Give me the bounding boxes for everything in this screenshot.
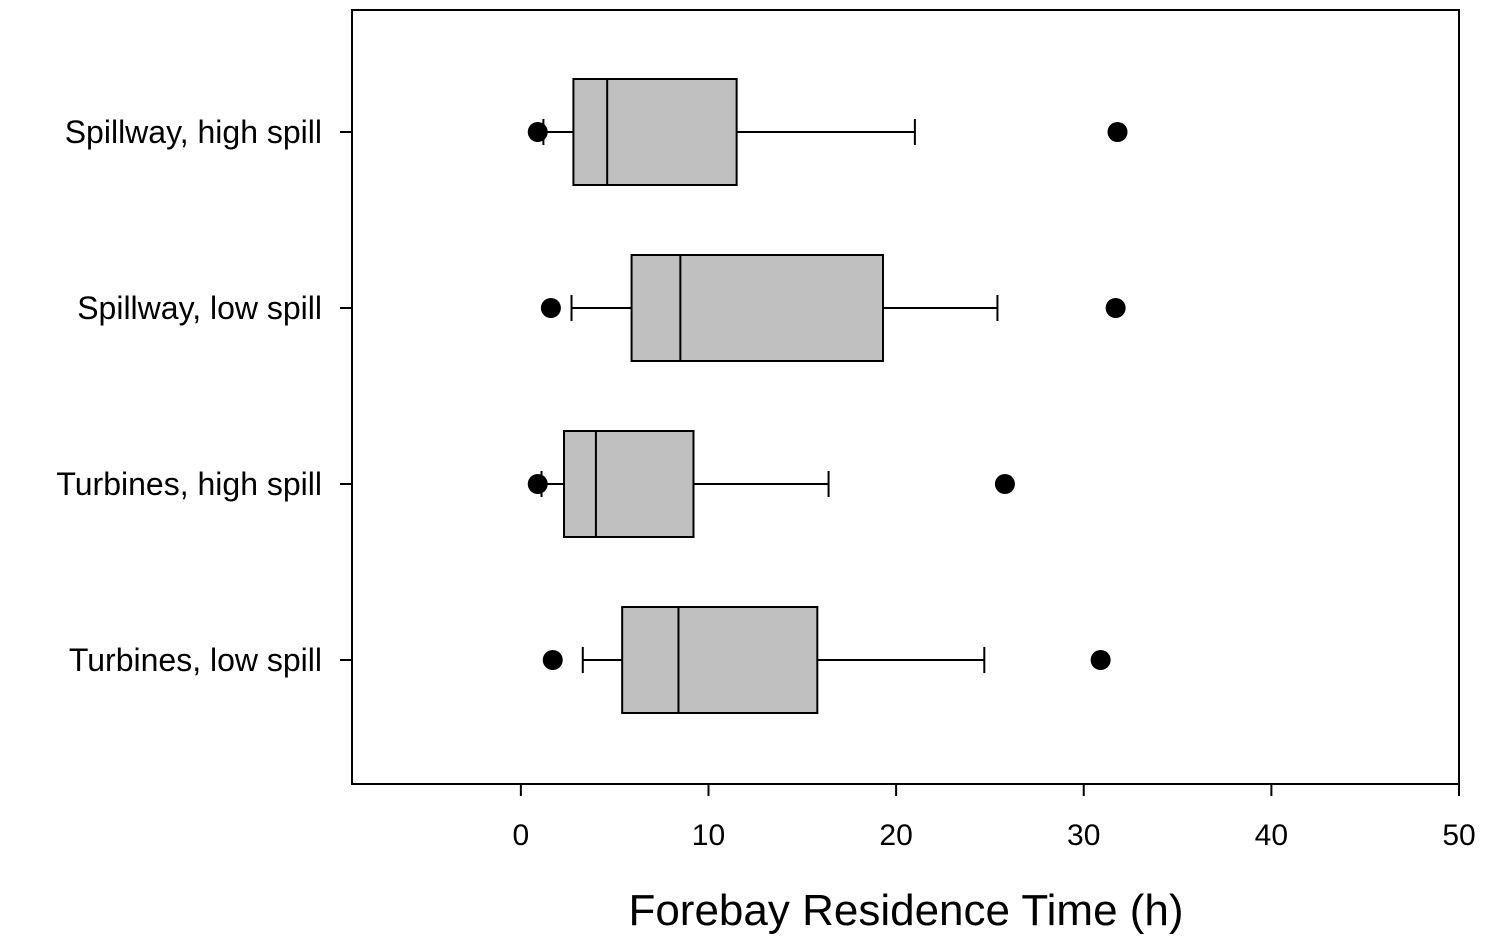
- box-group: [527, 78, 1128, 186]
- plot-frame: [351, 9, 1460, 785]
- y-tick-label: Turbines, high spill: [56, 466, 322, 502]
- y-tick-label: Spillway, high spill: [65, 114, 322, 150]
- box: [621, 606, 819, 714]
- y-tick-label: Turbines, low spill: [69, 642, 322, 678]
- box: [630, 254, 884, 362]
- y-axis: Spillway, high spill Spillway, low spill T…: [56, 114, 352, 678]
- box-group: [527, 430, 1015, 538]
- x-tick-label: 0: [513, 819, 530, 852]
- outlier-point: [542, 650, 563, 670]
- box-group: [540, 254, 1126, 362]
- x-tick-label: 20: [879, 819, 912, 852]
- outlier-point: [540, 298, 561, 318]
- box: [563, 430, 695, 538]
- x-axis: 0 10 20 30 40 50: [513, 784, 1476, 852]
- x-tick-label: 50: [1442, 819, 1475, 852]
- x-tick-label: 40: [1255, 819, 1288, 852]
- x-tick-label: 10: [692, 819, 725, 852]
- outlier-point: [994, 474, 1015, 494]
- outlier-point: [527, 122, 548, 142]
- box-group: [542, 606, 1111, 714]
- outlier-point: [1107, 122, 1128, 142]
- box: [572, 78, 738, 186]
- outlier-point: [1105, 298, 1126, 318]
- x-axis-title: Forebay Residence Time (h): [628, 886, 1183, 935]
- y-tick-label: Spillway, low spill: [77, 290, 322, 326]
- outlier-point: [1090, 650, 1111, 670]
- plot-area: [351, 9, 1460, 785]
- x-tick-label: 30: [1067, 819, 1100, 852]
- outlier-point: [527, 474, 548, 494]
